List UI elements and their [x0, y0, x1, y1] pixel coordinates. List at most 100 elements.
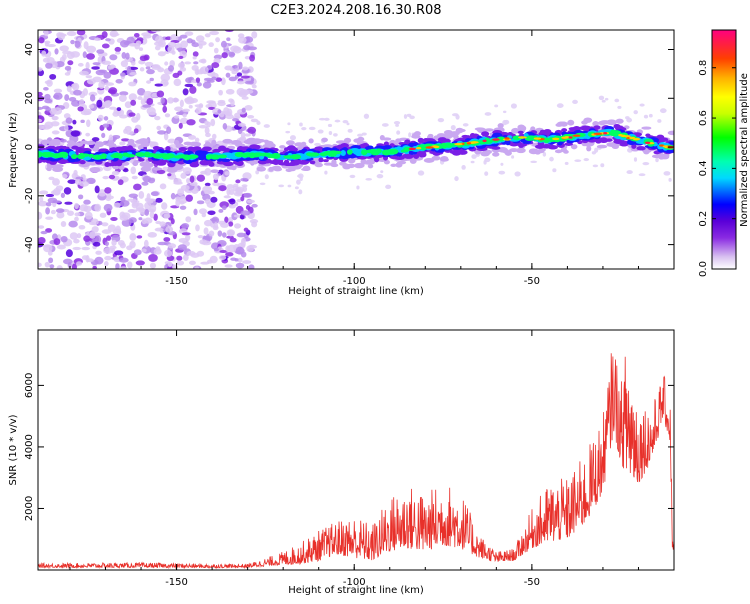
noise-speckle	[38, 262, 42, 268]
noise-speckle	[67, 60, 74, 66]
noise-speckle	[39, 190, 49, 195]
noise-speckle	[155, 220, 162, 225]
trace-blob	[570, 144, 578, 150]
noise-speckle	[182, 108, 190, 113]
trace-blob	[360, 158, 367, 165]
sparse-speckle	[502, 110, 507, 114]
trace-blob	[230, 139, 242, 145]
noise-speckle	[244, 55, 251, 60]
noise-speckle	[46, 79, 53, 87]
trace-blob	[46, 166, 52, 172]
noise-speckle	[164, 113, 171, 118]
colorbar-axes: 0.0 0.2 0.4 0.6 0.8	[698, 60, 736, 277]
noise-speckle	[104, 85, 109, 91]
trace-blob	[597, 120, 607, 126]
noise-speckle	[66, 31, 77, 37]
noise-speckle	[91, 226, 99, 233]
trace-blob	[59, 151, 69, 158]
trace-blob	[301, 167, 311, 172]
noise-speckle	[179, 66, 187, 72]
noise-speckle	[176, 255, 183, 261]
sparse-speckle	[324, 117, 330, 121]
noise-speckle	[225, 252, 234, 257]
noise-speckle	[79, 99, 85, 107]
noise-speckle	[236, 72, 243, 77]
noise-speckle	[113, 202, 121, 208]
noise-speckle	[53, 188, 61, 196]
noise-speckle	[103, 71, 112, 79]
trace-blob	[331, 150, 342, 155]
trace-blob	[373, 156, 380, 163]
sparse-speckle	[657, 119, 662, 123]
noise-speckle	[121, 51, 127, 59]
sparse-speckle	[572, 99, 578, 105]
noise-speckle	[94, 185, 100, 194]
noise-speckle	[195, 35, 205, 43]
noise-speckle	[204, 33, 211, 38]
noise-speckle	[211, 76, 217, 81]
noise-speckle	[199, 239, 207, 245]
noise-speckle	[42, 244, 52, 248]
noise-speckle	[217, 109, 222, 114]
noise-speckle	[208, 230, 215, 237]
sparse-speckle	[408, 132, 412, 138]
noise-speckle	[218, 89, 223, 96]
noise-speckle	[182, 88, 189, 96]
noise-speckle	[138, 47, 144, 52]
noise-speckle	[212, 173, 219, 181]
noise-speckle	[107, 224, 116, 232]
trace-blob	[285, 140, 295, 146]
noise-speckle	[103, 247, 113, 254]
noise-speckle	[167, 45, 175, 54]
noise-speckle	[210, 196, 218, 203]
noise-speckle	[149, 77, 154, 82]
noise-speckle	[206, 79, 215, 83]
trace-blob	[375, 148, 382, 154]
noise-speckle	[107, 65, 115, 70]
noise-speckle	[94, 203, 102, 212]
noise-speckle	[235, 262, 245, 269]
trace-blob	[567, 119, 575, 126]
noise-speckle	[44, 40, 51, 45]
noise-speckle	[188, 135, 197, 140]
trace-hotspot	[466, 142, 472, 145]
noise-speckle	[221, 232, 227, 238]
noise-speckle	[119, 114, 128, 119]
sparse-speckle	[450, 124, 456, 131]
noise-speckle	[217, 230, 223, 237]
noise-speckle	[109, 106, 117, 110]
noise-speckle	[179, 117, 189, 124]
noise-speckle	[205, 132, 211, 138]
noise-speckle	[218, 185, 227, 192]
sparse-speckle	[381, 123, 389, 127]
trace-blob	[453, 134, 459, 140]
trace-blob	[415, 151, 427, 157]
trace-blob	[610, 129, 616, 136]
noise-speckle	[49, 73, 57, 80]
noise-speckle	[59, 45, 69, 52]
noise-speckle	[68, 96, 77, 102]
noise-speckle	[89, 94, 96, 102]
noise-speckle	[235, 187, 243, 195]
noise-speckle	[133, 183, 142, 191]
trace-blob	[206, 154, 215, 159]
noise-speckle	[62, 173, 68, 179]
noise-speckle	[43, 86, 49, 91]
trace-hotspot	[552, 137, 560, 141]
noise-speckle	[243, 192, 253, 198]
noise-speckle	[76, 233, 82, 239]
noise-speckle	[196, 200, 205, 205]
trace-blob	[38, 152, 43, 158]
noise-speckle	[72, 246, 82, 251]
sparse-speckle	[395, 124, 399, 127]
trace-blob	[345, 154, 352, 159]
trace-blob	[177, 160, 186, 165]
noise-speckle	[56, 244, 66, 250]
trace-blob	[314, 162, 323, 168]
sparse-speckle	[511, 155, 515, 159]
noise-speckle	[188, 104, 193, 109]
trace-hotspot	[632, 137, 641, 141]
colorbar-tick-label: 0.4	[698, 160, 709, 176]
noise-speckle	[174, 106, 183, 112]
noise-speckle	[228, 98, 234, 103]
